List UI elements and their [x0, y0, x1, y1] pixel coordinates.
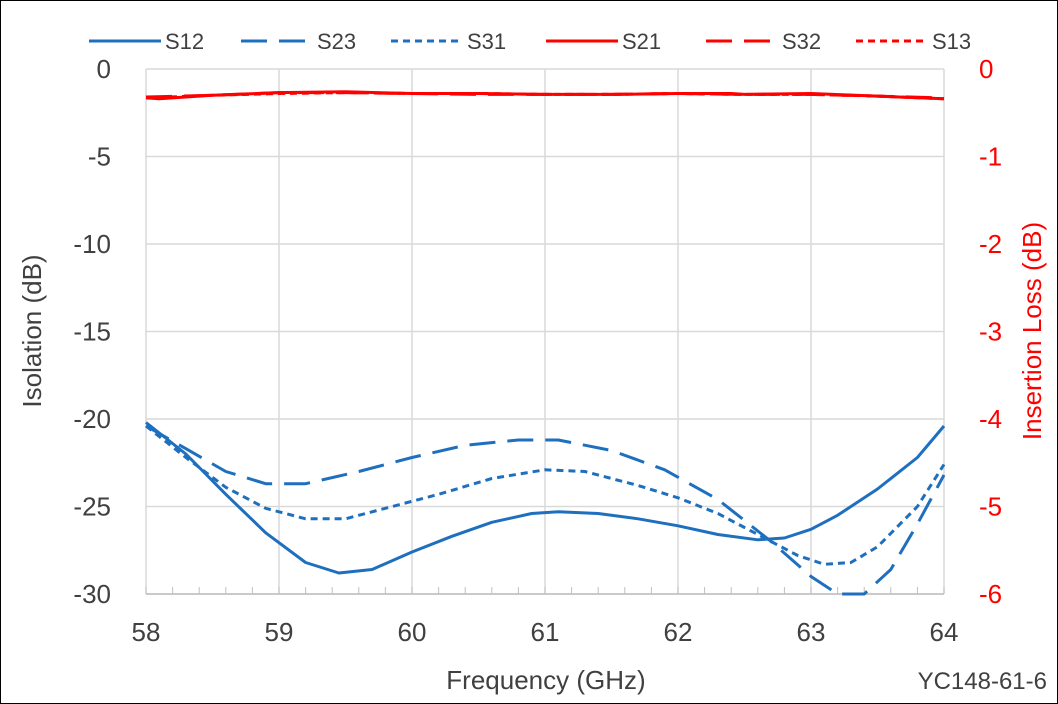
y-tick-label: -10 — [73, 229, 111, 259]
x-tick-label: 62 — [664, 617, 693, 647]
legend-label-s23: S23 — [317, 29, 356, 54]
y2-tick-label: -5 — [979, 492, 1002, 522]
tick-labels: 0 -5 -10 -15 -20 -25 -30 0 -1 -2 -3 -4 -5 -6 58 59 60 61 6… — [73, 54, 1002, 647]
minor-ticks — [145, 587, 945, 594]
series-line-s13 — [145, 91, 945, 101]
x-tick-label: 58 — [132, 617, 161, 647]
y2-tick-label: 0 — [979, 54, 993, 84]
legend-label-s31: S31 — [467, 29, 506, 54]
y-tick-label: -25 — [73, 492, 111, 522]
legend-label-s13: S13 — [932, 29, 971, 54]
x-tick-label: 60 — [398, 617, 427, 647]
y-tick-label: -5 — [88, 142, 111, 172]
x-tick-label: 59 — [265, 617, 294, 647]
y2-tick-label: -4 — [979, 404, 1002, 434]
series-line-s23 — [145, 424, 946, 596]
legend-label-s21: S21 — [622, 29, 661, 54]
y2-tick-label: -1 — [979, 142, 1002, 172]
y2-tick-label: -2 — [979, 229, 1002, 259]
legend-label-s32: S32 — [782, 29, 821, 54]
y2-tick-label: -6 — [979, 579, 1002, 609]
y-tick-label: -30 — [73, 579, 111, 609]
annotation-label: YC148-61-6 — [918, 668, 1047, 695]
legend: S12 S23 S31 S21 S32 S13 — [89, 29, 971, 54]
x-axis-title: Frequency (GHz) — [446, 665, 645, 695]
y-tick-label: -20 — [73, 404, 111, 434]
y-axis-title: Isolation (dB) — [17, 254, 47, 407]
gridlines — [145, 68, 945, 595]
legend-label-s12: S12 — [165, 29, 204, 54]
y-tick-label: -15 — [73, 317, 111, 347]
y2-axis-title: Insertion Loss (dB) — [1017, 222, 1047, 440]
x-tick-label: 61 — [531, 617, 560, 647]
y-tick-label: 0 — [97, 54, 111, 84]
x-tick-label: 64 — [930, 617, 959, 647]
series-layer — [145, 90, 946, 596]
x-tick-label: 63 — [797, 617, 826, 647]
series-line-s31 — [145, 424, 946, 566]
y2-tick-label: -3 — [979, 317, 1002, 347]
series-line-s12 — [145, 421, 946, 575]
